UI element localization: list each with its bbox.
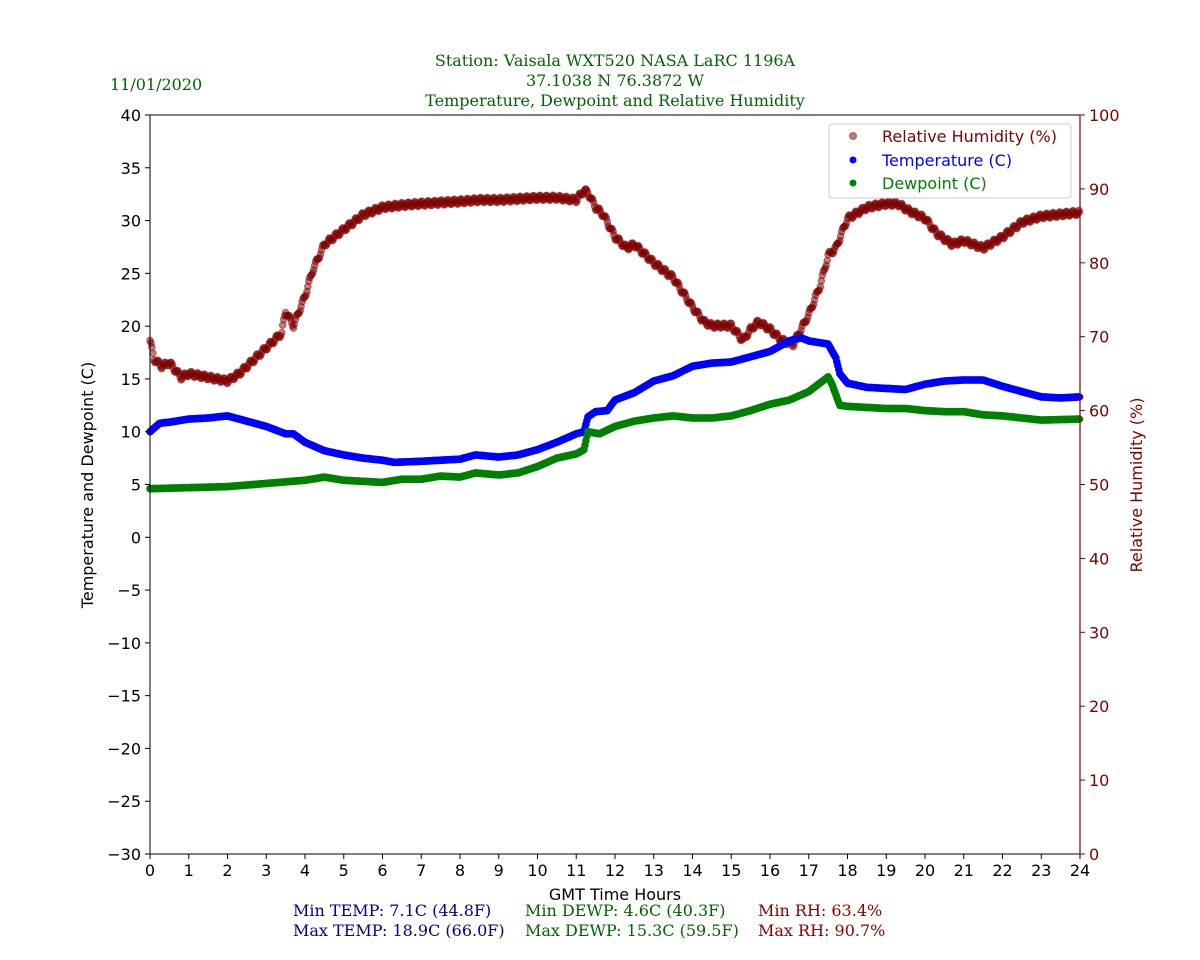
legend-label-temp: Temperature (C) bbox=[881, 151, 1012, 170]
y-tick-label: −10 bbox=[107, 634, 141, 653]
x-tick-label: 5 bbox=[339, 861, 349, 880]
x-tick-label: 8 bbox=[455, 861, 465, 880]
x-tick-label: 1 bbox=[184, 861, 194, 880]
y2-tick-label: 90 bbox=[1089, 180, 1109, 199]
min-dewp-stat: Min DEWP: 4.6C (40.3F) bbox=[525, 901, 726, 920]
y2-tick-label: 100 bbox=[1089, 106, 1120, 125]
x-tick-label: 18 bbox=[837, 861, 857, 880]
y-tick-label: −30 bbox=[107, 845, 141, 864]
x-tick-label: 6 bbox=[377, 861, 387, 880]
title-line-3: Temperature, Dewpoint and Relative Humid… bbox=[425, 91, 805, 110]
y-tick-label: 20 bbox=[121, 317, 141, 336]
max-dewp-stat: Max DEWP: 15.3C (59.5F) bbox=[525, 921, 739, 940]
x-tick-label: 22 bbox=[992, 861, 1012, 880]
y2-tick-label: 40 bbox=[1089, 549, 1109, 568]
legend-marker-rh bbox=[849, 132, 857, 140]
y2-tick-label: 60 bbox=[1089, 402, 1109, 421]
x-tick-label: 15 bbox=[721, 861, 741, 880]
x-tick-label: 21 bbox=[954, 861, 974, 880]
series-rh bbox=[146, 185, 1084, 388]
y-tick-label: 0 bbox=[131, 528, 141, 547]
y2-tick-label: 0 bbox=[1089, 845, 1099, 864]
x-tick-label: 11 bbox=[566, 861, 586, 880]
rh-point bbox=[149, 349, 157, 358]
y-tick-label: 15 bbox=[121, 370, 141, 389]
legend-label-rh: Relative Humidity (%) bbox=[882, 127, 1057, 146]
x-tick-label: 4 bbox=[300, 861, 310, 880]
x-tick-label: 17 bbox=[799, 861, 819, 880]
max-rh-stat: Max RH: 90.7% bbox=[758, 921, 885, 940]
y-tick-label: −20 bbox=[107, 739, 141, 758]
y-tick-label: −25 bbox=[107, 792, 141, 811]
x-tick-label: 19 bbox=[876, 861, 896, 880]
x-tick-label: 0 bbox=[145, 861, 155, 880]
x-tick-label: 2 bbox=[222, 861, 232, 880]
x-tick-label: 13 bbox=[644, 861, 664, 880]
y2-tick-label: 10 bbox=[1089, 771, 1109, 790]
legend: Relative Humidity (%) Temperature (C) De… bbox=[828, 123, 1072, 199]
rh-point bbox=[278, 328, 286, 337]
series-temperature bbox=[146, 334, 1084, 467]
y-tick-label: 10 bbox=[121, 423, 141, 442]
y-tick-label: 25 bbox=[121, 264, 141, 283]
x-axis-label: GMT Time Hours bbox=[549, 885, 681, 904]
legend-label-dew: Dewpoint (C) bbox=[882, 174, 987, 193]
x-tick-label: 9 bbox=[494, 861, 504, 880]
x-tick-label: 20 bbox=[915, 861, 935, 880]
title-line-2: 37.1038 N 76.3872 W bbox=[526, 71, 705, 90]
x-tick-label: 16 bbox=[760, 861, 780, 880]
legend-marker-temp bbox=[849, 156, 857, 164]
y2-tick-label: 70 bbox=[1089, 328, 1109, 347]
y-axis-label: Temperature and Dewpoint (C) bbox=[78, 362, 97, 609]
date-label: 11/01/2020 bbox=[110, 75, 202, 94]
y-tick-label: 35 bbox=[121, 159, 141, 178]
y2-tick-label: 50 bbox=[1089, 476, 1109, 495]
y-tick-label: 30 bbox=[121, 212, 141, 231]
min-rh-stat: Min RH: 63.4% bbox=[758, 901, 882, 920]
y2-tick-label: 30 bbox=[1089, 623, 1109, 642]
max-temp-stat: Max TEMP: 18.9C (66.0F) bbox=[293, 921, 505, 940]
x-tick-label: 7 bbox=[416, 861, 426, 880]
x-tick-label: 12 bbox=[605, 861, 625, 880]
y2-tick-label: 20 bbox=[1089, 697, 1109, 716]
x-tick-label: 3 bbox=[261, 861, 271, 880]
y2-tick-label: 80 bbox=[1089, 254, 1109, 273]
y-tick-label: −15 bbox=[107, 687, 141, 706]
y-tick-label: −5 bbox=[117, 581, 141, 600]
y-tick-label: 5 bbox=[131, 476, 141, 495]
y-tick-label: 40 bbox=[121, 106, 141, 125]
title-line-1: Station: Vaisala WXT520 NASA LaRC 1196A bbox=[435, 51, 796, 70]
y2-axis-label: Relative Humidity (%) bbox=[1127, 398, 1146, 573]
x-tick-label: 14 bbox=[682, 861, 702, 880]
x-tick-label: 24 bbox=[1070, 861, 1090, 880]
x-tick-label: 23 bbox=[1031, 861, 1051, 880]
min-temp-stat: Min TEMP: 7.1C (44.8F) bbox=[293, 901, 491, 920]
legend-marker-dew bbox=[849, 179, 857, 187]
x-tick-label: 10 bbox=[527, 861, 547, 880]
series-dewpoint bbox=[146, 373, 1084, 493]
